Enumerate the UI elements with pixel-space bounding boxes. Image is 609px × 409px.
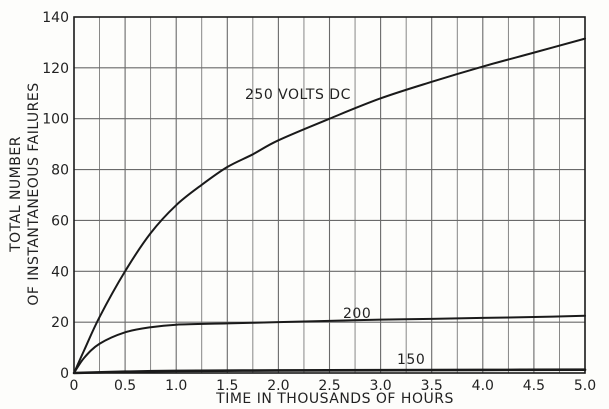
y-axis-label-line-2: OF INSTANTANEOUS FAILURES [26,82,42,305]
x-tick-label: 4.5 [523,378,545,394]
y-tick-label: 20 [51,315,69,331]
y-tick-label: 80 [51,163,69,179]
x-tick-label: 3.0 [369,378,391,394]
grid [74,17,585,373]
series-label-250v: 250 VOLTS DC [245,87,351,103]
x-tick-label: 3.5 [421,378,443,394]
x-tick-label: 2.5 [318,378,340,394]
tick-labels: 0 0.5 1.0 1.5 2.0 2.5 3.0 3.5 4.0 4.5 5.0 0 20 40 60 80… [42,10,596,394]
x-tick-label: 0.5 [114,378,136,394]
x-tick-label: 5.0 [574,378,596,394]
y-tick-label: 0 [60,366,69,382]
y-tick-label: 140 [42,10,69,26]
x-tick-label: 1.5 [216,378,238,394]
y-tick-label: 40 [51,264,69,280]
y-tick-label: 60 [51,213,69,229]
series-lines [72,37,587,375]
x-tick-label: 1.0 [165,378,187,394]
x-tick-label: 0 [70,378,79,394]
plot-frame [73,16,586,374]
y-axis-label-line-1: TOTAL NUMBER [8,136,24,253]
series-label-150v: 150 [397,352,425,368]
series-line-200v [73,314,586,374]
series-line-250v [73,37,586,374]
series-line-150v [72,368,587,375]
x-tick-label: 4.0 [472,378,494,394]
y-tick-label: 100 [42,112,69,128]
series-label-200v: 200 [343,306,371,322]
y-tick-label: 120 [42,61,69,77]
x-axis-label: TIME IN THOUSANDS OF HOURS [215,391,454,407]
x-tick-label: 2.0 [267,378,289,394]
